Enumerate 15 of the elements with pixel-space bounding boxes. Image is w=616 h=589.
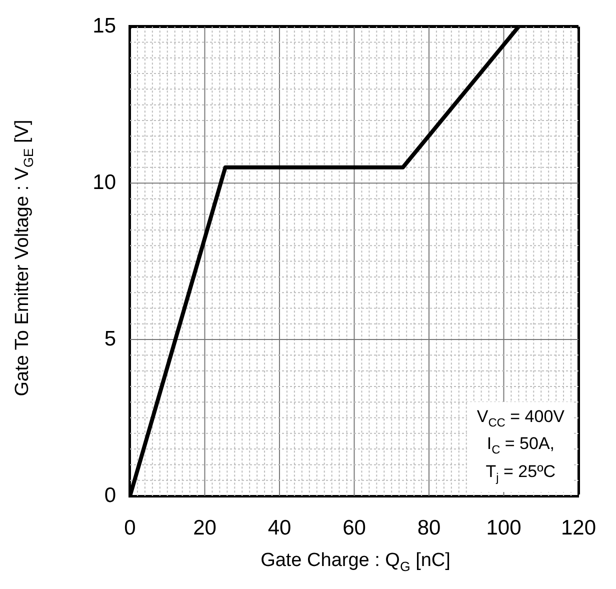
annotation: T$_{j}$ = 25ºC xyxy=(484,460,557,486)
y-tick-label: 0 xyxy=(104,484,116,507)
x-axis-title: Gate Charge : Q$_{G}$ [nC] xyxy=(260,550,452,574)
x-tick-label: 120 xyxy=(560,516,596,540)
y-tick-label: 10 xyxy=(92,170,116,194)
x-tick-label: 40 xyxy=(268,516,292,540)
x-tick-label: 60 xyxy=(342,516,366,540)
x-tick-label: 80 xyxy=(417,516,441,540)
x-tick-label: 0 xyxy=(124,516,136,540)
x-tick-label: 100 xyxy=(486,516,522,540)
annotation: I$_{C}$ = 50A, xyxy=(486,433,556,459)
y-tick-label: 5 xyxy=(104,327,116,350)
annotation: V$_{CC}$ = 400V xyxy=(476,406,564,432)
x-tick-label: 20 xyxy=(193,516,216,540)
y-tick-label: 15 xyxy=(92,14,116,38)
